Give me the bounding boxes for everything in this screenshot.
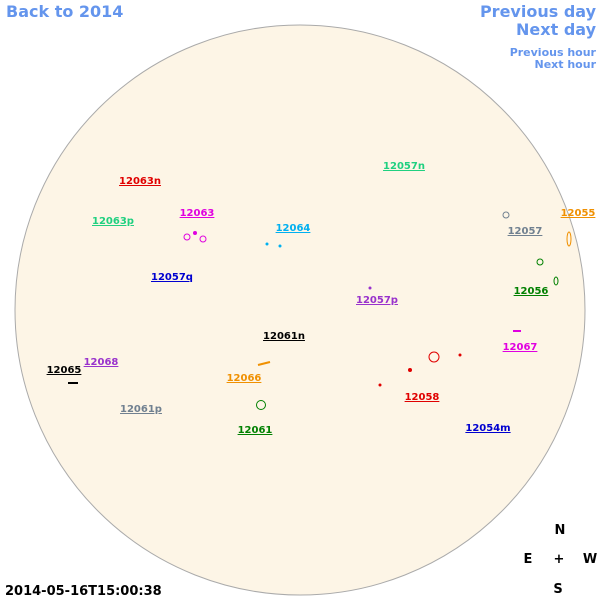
region-label[interactable]: 12057q <box>151 272 193 283</box>
region-label[interactable]: 12056 <box>514 286 549 297</box>
region-label[interactable]: 12055 <box>561 208 596 219</box>
previous-hour-link[interactable]: Previous hour <box>510 46 597 59</box>
region-label[interactable]: 12063 <box>180 208 215 219</box>
compass-east: E <box>524 552 533 567</box>
back-link[interactable]: Back to 2014 <box>6 2 123 21</box>
region-label[interactable]: 12061n <box>263 331 305 342</box>
region-label[interactable]: 12058 <box>405 392 440 403</box>
region-label[interactable]: 12065 <box>47 365 82 376</box>
region-label[interactable]: 12057n <box>383 161 425 172</box>
region-label[interactable]: 12061p <box>120 404 162 415</box>
region-label[interactable]: 12063n <box>119 176 161 187</box>
compass-south: S <box>553 582 562 597</box>
next-hour-link[interactable]: Next hour <box>535 58 597 71</box>
compass-west: W <box>583 552 597 567</box>
sunspots <box>68 211 572 410</box>
compass-center: + <box>554 552 565 567</box>
region-label[interactable]: 12066 <box>227 373 262 384</box>
region-label[interactable]: 12068 <box>84 357 119 368</box>
region-label[interactable]: 12057 <box>508 226 543 237</box>
region-label[interactable]: 12067 <box>503 342 538 353</box>
timestamp: 2014-05-16T15:00:38 <box>5 584 162 599</box>
previous-day-link[interactable]: Previous day <box>480 2 597 21</box>
compass-north: N <box>555 523 566 538</box>
region-label[interactable]: 12057p <box>356 295 398 306</box>
region-label[interactable]: 12063p <box>92 216 134 227</box>
region-label[interactable]: 12061 <box>238 425 273 436</box>
region-label[interactable]: 12064 <box>276 223 311 234</box>
next-day-link[interactable]: Next day <box>516 20 597 39</box>
solar-disk <box>14 24 586 596</box>
region-label[interactable]: 12054m <box>465 423 510 434</box>
